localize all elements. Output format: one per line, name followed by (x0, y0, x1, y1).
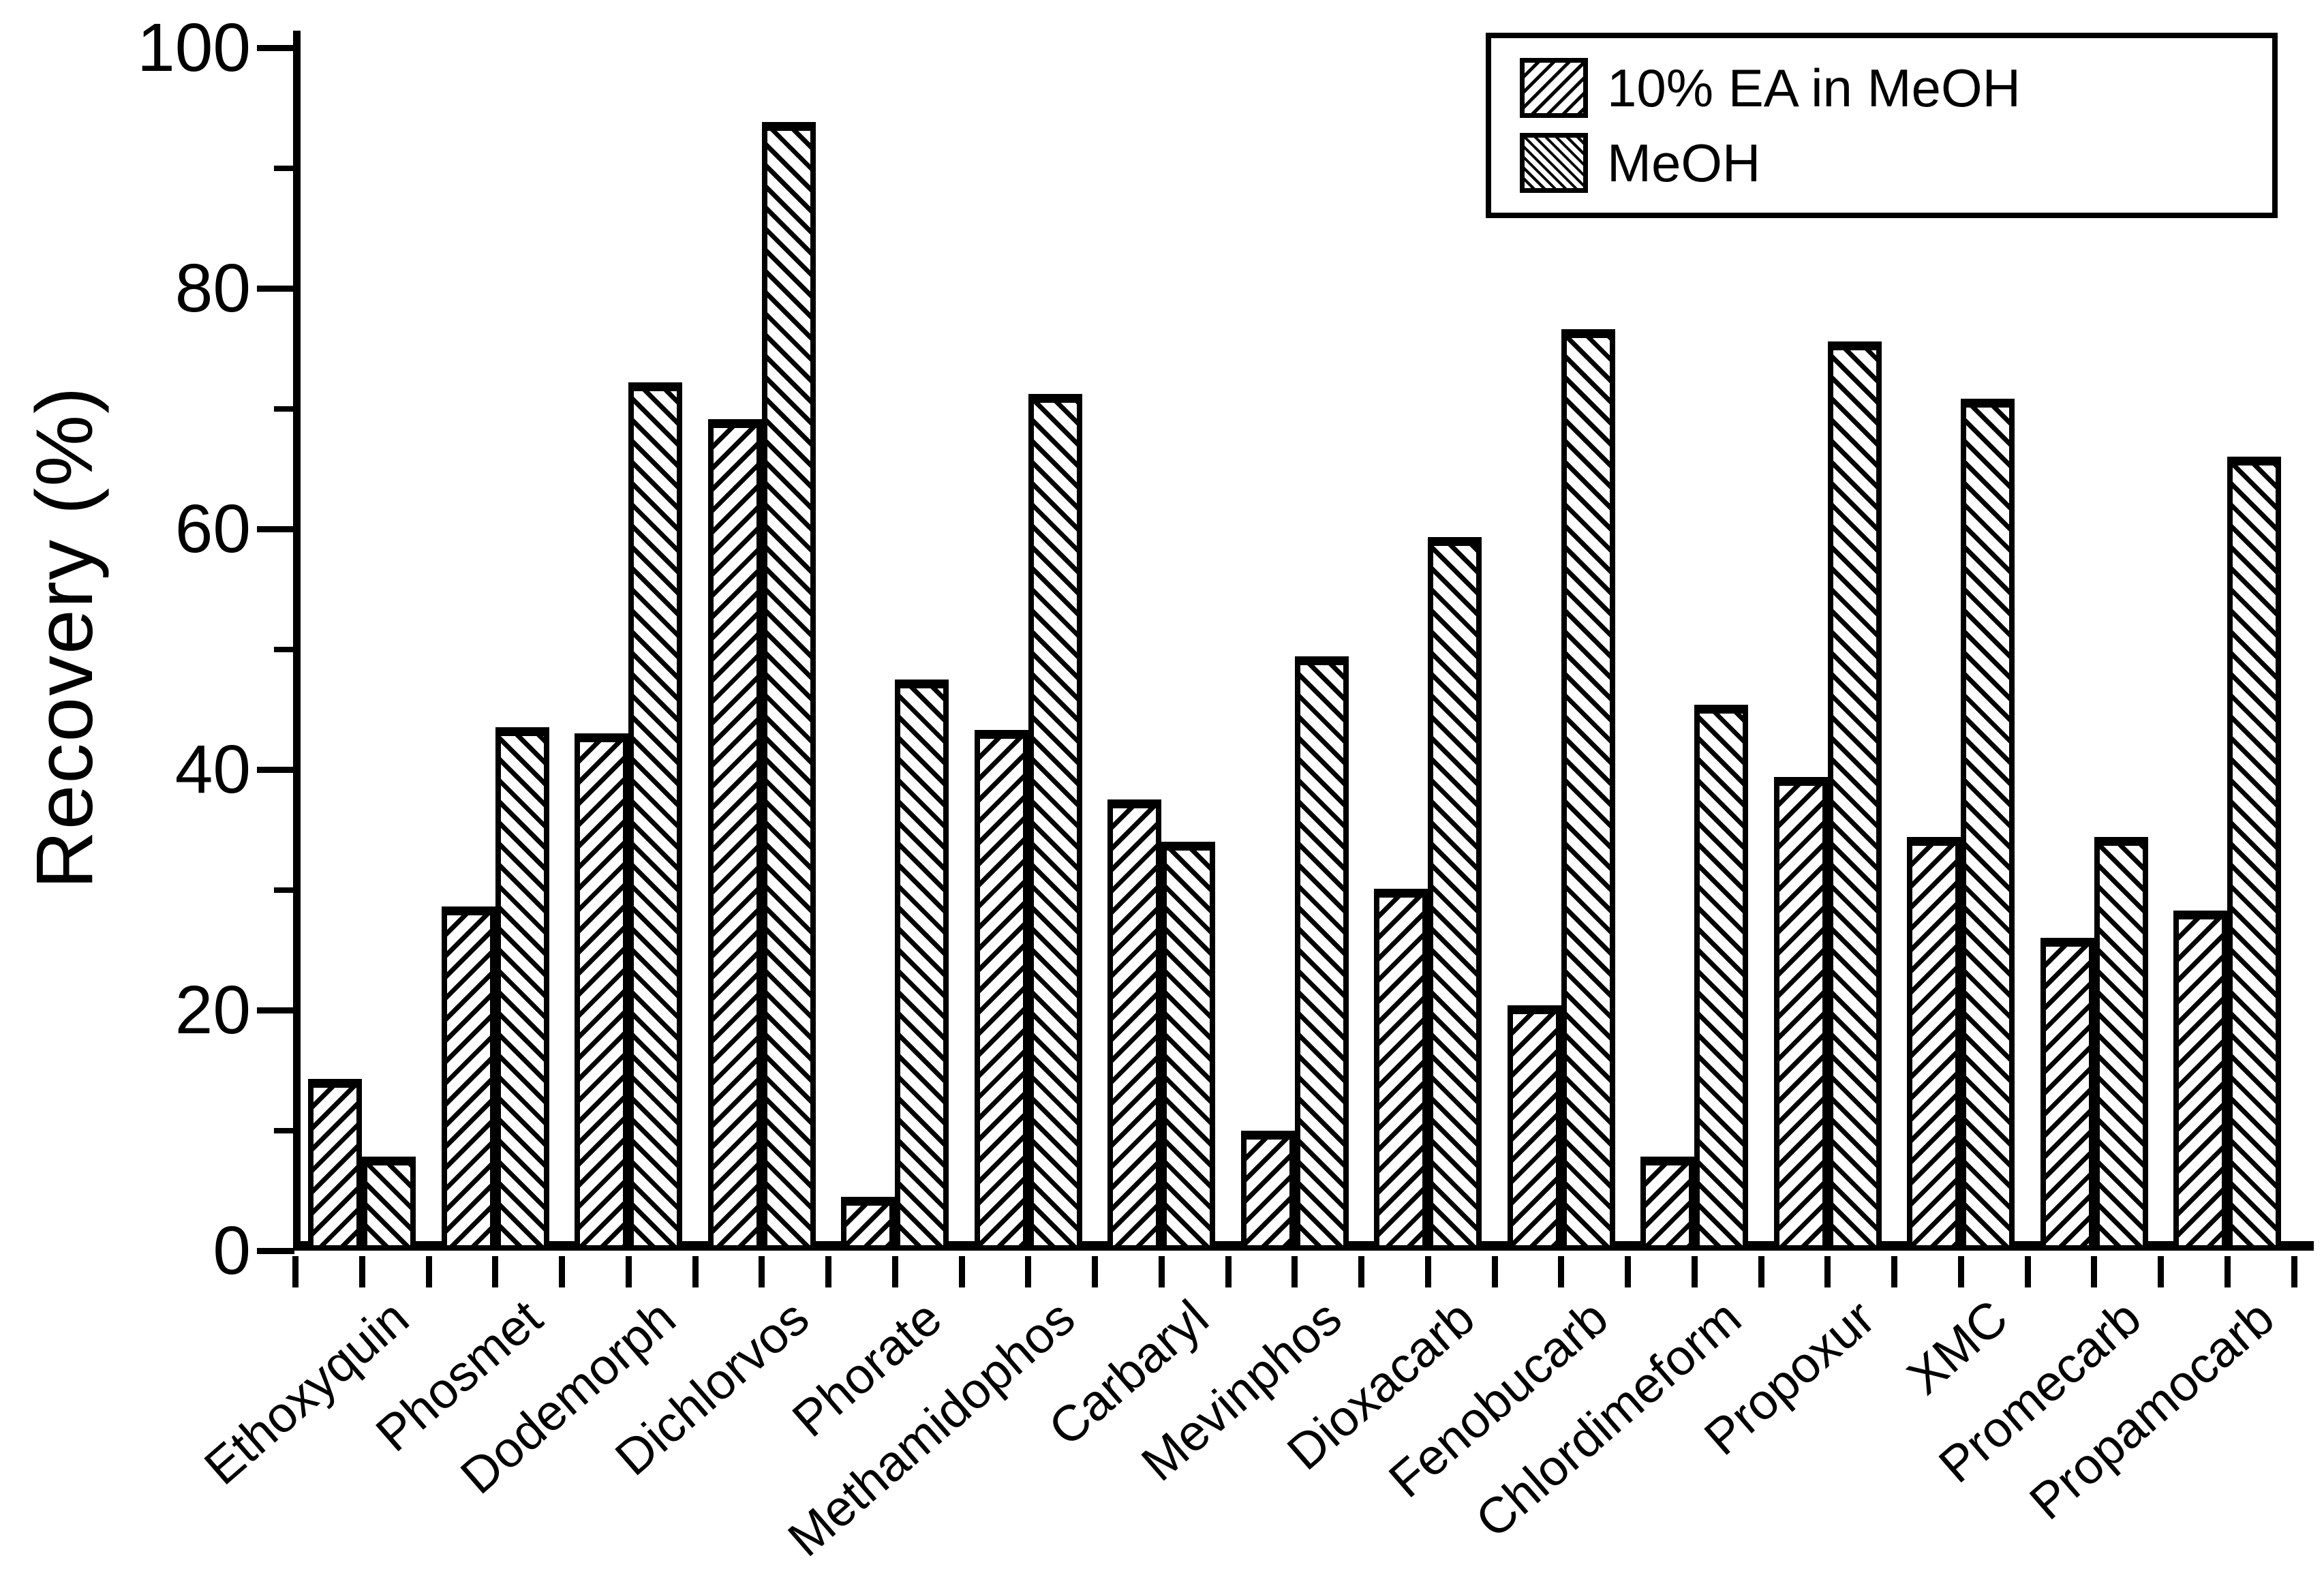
bar-10-ea-in-meoh-mevinphos (1240, 1130, 1295, 1251)
bar-10-ea-in-meoh-methamidophos (974, 729, 1028, 1251)
x-axis-tick (1158, 1256, 1165, 1287)
x-axis-tick (1225, 1256, 1232, 1287)
x-axis-tick (958, 1256, 965, 1287)
bar-10-ea-in-meoh-fenobucarb (1507, 1005, 1561, 1251)
bar-meoh-phosmet (495, 727, 549, 1251)
bar-meoh-methamidophos (1028, 394, 1082, 1251)
x-axis-tick (425, 1256, 432, 1287)
x-axis-tick (1758, 1256, 1764, 1287)
legend-label-ea: 10% EA in MeOH (1607, 58, 2021, 118)
y-axis-major-tick (257, 286, 294, 292)
bar-10-ea-in-meoh-dodemorph (575, 733, 628, 1251)
legend-item-meoh: MeOH (1520, 133, 2272, 193)
y-axis-major-tick (257, 1007, 294, 1013)
bar-10-ea-in-meoh-phosmet (441, 906, 495, 1251)
y-axis-tick-label: 0 (213, 1212, 251, 1289)
bar-10-ea-in-meoh-propoxur (1773, 776, 1828, 1251)
x-axis-tick (1358, 1256, 1364, 1287)
y-axis-minor-tick (274, 165, 294, 171)
bar-10-ea-in-meoh-chlordimeform (1640, 1157, 1694, 1251)
bar-meoh-xmc (1961, 399, 2015, 1251)
y-axis-minor-tick (274, 887, 294, 893)
x-axis-tick (1025, 1256, 1032, 1287)
x-axis-tick (492, 1256, 499, 1287)
x-axis-tick (559, 1256, 565, 1287)
x-axis-tick (625, 1256, 632, 1287)
y-axis-tick-label: 40 (174, 731, 251, 808)
x-category-label-ethoxyquin: Ethoxyquin (194, 1289, 420, 1496)
y-axis-minor-tick (274, 1127, 294, 1133)
bar-meoh-dioxacarb (1428, 537, 1482, 1251)
y-axis-tick-label: 60 (174, 491, 251, 567)
bar-meoh-ethoxyquin (362, 1157, 416, 1251)
x-axis-tick (1824, 1256, 1831, 1287)
bar-10-ea-in-meoh-promecarb (2040, 938, 2094, 1251)
y-axis-tick-label: 20 (174, 972, 251, 1048)
bar-10-ea-in-meoh-xmc (1907, 836, 1961, 1251)
bar-meoh-mevinphos (1294, 656, 1349, 1251)
y-axis-minor-tick (274, 406, 294, 412)
bar-10-ea-in-meoh-carbaryl (1107, 799, 1161, 1251)
x-axis-tick (1558, 1256, 1565, 1287)
x-axis-tick (358, 1256, 365, 1287)
bar-10-ea-in-meoh-phorate (841, 1196, 895, 1251)
x-axis-tick (1424, 1256, 1431, 1287)
x-axis-tick (292, 1256, 299, 1287)
x-axis-tick (1691, 1256, 1698, 1287)
bar-meoh-chlordimeform (1694, 704, 1748, 1251)
x-axis-tick (692, 1256, 699, 1287)
legend: 10% EA in MeOH MeOH (1486, 33, 2278, 218)
y-axis-title: Recovery (%) (20, 385, 110, 889)
y-axis-major-tick (257, 45, 294, 51)
y-axis-tick-label: 80 (174, 250, 251, 326)
y-axis-major-tick (257, 526, 294, 532)
bar-10-ea-in-meoh-propamocarb (2173, 910, 2227, 1251)
y-axis-major-tick (257, 767, 294, 773)
x-axis-tick (2024, 1256, 2031, 1287)
x-axis-tick (1957, 1256, 1964, 1287)
x-axis-tick (1092, 1256, 1098, 1287)
x-axis-tick (1891, 1256, 1897, 1287)
x-axis-tick (1625, 1256, 1631, 1287)
x-axis-tick (2291, 1256, 2297, 1287)
bar-meoh-dodemorph (628, 382, 682, 1251)
x-axis-tick (1291, 1256, 1298, 1287)
x-axis-tick (2158, 1256, 2164, 1287)
x-axis-tick (759, 1256, 765, 1287)
legend-item-ea: 10% EA in MeOH (1520, 58, 2272, 118)
x-axis-tick (2224, 1256, 2231, 1287)
bar-meoh-propamocarb (2227, 457, 2281, 1251)
bar-meoh-promecarb (2094, 836, 2148, 1251)
bar-meoh-dichlorvos (761, 122, 816, 1251)
bar-meoh-propoxur (1827, 341, 1882, 1251)
bar-10-ea-in-meoh-dichlorvos (707, 419, 762, 1251)
bar-meoh-phorate (895, 679, 949, 1251)
bar-meoh-carbaryl (1161, 841, 1215, 1251)
backward-diagonal-hatch-swatch (1520, 133, 1588, 193)
bar-meoh-fenobucarb (1561, 329, 1615, 1251)
x-axis-tick (825, 1256, 831, 1287)
bar-10-ea-in-meoh-ethoxyquin (308, 1078, 362, 1251)
bar-10-ea-in-meoh-dioxacarb (1374, 888, 1428, 1251)
y-axis-minor-tick (274, 646, 294, 652)
forward-diagonal-hatch-swatch (1520, 58, 1588, 118)
x-axis-tick (2091, 1256, 2098, 1287)
y-axis-major-tick (257, 1248, 294, 1254)
x-axis-tick (891, 1256, 898, 1287)
x-axis-tick (1491, 1256, 1498, 1287)
legend-label-meoh: MeOH (1607, 133, 1761, 193)
y-axis-tick-label: 100 (137, 10, 251, 86)
